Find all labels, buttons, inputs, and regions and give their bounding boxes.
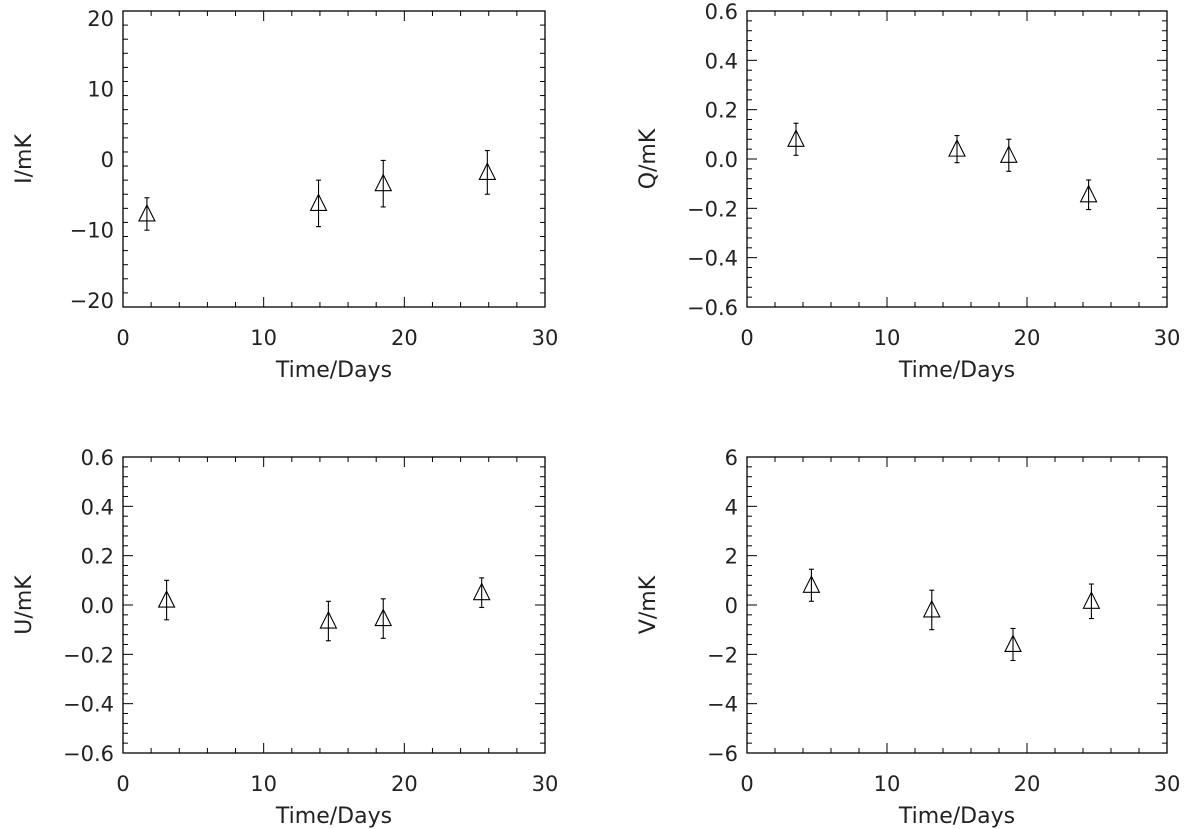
data-point (922, 589, 941, 631)
x-axis-label: Time/Days (898, 358, 1015, 383)
x-tick-label: 30 (532, 326, 559, 350)
y-tick-label: 0.0 (705, 148, 738, 172)
x-axis-label: Time/Days (275, 358, 392, 383)
data-point (948, 135, 966, 164)
y-tick-label: −4 (707, 693, 738, 717)
data-point (999, 138, 1018, 172)
data-point (1079, 179, 1098, 211)
x-tick-label: 10 (874, 772, 901, 796)
x-tick-label: 20 (1014, 326, 1041, 350)
y-tick-label: 6 (725, 446, 738, 470)
x-tick-label: 30 (1154, 326, 1181, 350)
triangle-marker (802, 575, 821, 593)
data-point (319, 600, 338, 642)
x-tick-label: 30 (532, 772, 559, 796)
x-tick-label: 10 (874, 326, 901, 350)
x-tick-label: 30 (1154, 772, 1181, 796)
x-tick-label: 20 (391, 772, 418, 796)
y-tick-label: −0.2 (63, 643, 114, 667)
y-tick-label: 10 (87, 78, 114, 102)
y-tick-label: −10 (70, 218, 114, 242)
data-point (374, 598, 393, 639)
triangle-marker (319, 610, 338, 629)
data-point (478, 149, 497, 195)
x-tick-label: 0 (740, 772, 753, 796)
panel-4: 0 10 20 30 −6 −4 −2 0 2 4 6 Time/Days V/mK (636, 446, 1180, 829)
triangle-marker (309, 193, 328, 211)
x-tick-label: 10 (250, 326, 277, 350)
data-point (1004, 627, 1022, 662)
data-point (138, 197, 156, 231)
y-tick-label: 2 (725, 545, 738, 569)
triangle-marker (374, 173, 393, 192)
x-tick-label: 0 (740, 326, 753, 350)
y-tick-label: −0.6 (63, 742, 114, 766)
y-tick-label: 0.0 (81, 594, 114, 618)
triangle-marker (472, 582, 491, 601)
y-tick-label: −20 (70, 289, 114, 313)
triangle-marker (1079, 184, 1098, 203)
panel-2: 0 10 20 30 −0.6 −0.4 −0.2 0.0 0.2 0.4 0.6 Time/Days… (636, 0, 1180, 383)
y-tick-label: 0.4 (81, 495, 114, 519)
data-point (309, 179, 328, 228)
triangle-marker (999, 145, 1018, 163)
triangle-marker (787, 129, 805, 147)
panel-3: 0 10 20 30 −0.6 −0.4 −0.2 0.0 0.2 0.4 0.6 Time/Days… (12, 446, 558, 829)
y-tick-label: 4 (725, 495, 738, 519)
y-tick-label: 0 (101, 148, 114, 172)
y-tick-label: −0.2 (687, 197, 738, 221)
data-point (802, 568, 821, 602)
triangle-marker (138, 203, 156, 222)
data-point (1082, 583, 1101, 620)
x-tick-label: 0 (116, 326, 129, 350)
y-tick-label: 0.4 (705, 49, 738, 73)
y-tick-label: −0.4 (687, 247, 738, 271)
data-point (787, 122, 805, 156)
y-tick-label: −0.6 (687, 296, 738, 320)
plot-frame (122, 10, 546, 308)
triangle-marker (948, 138, 966, 157)
panel-1: 0 10 20 30 −20 −10 0 10 20 Time/Days I/mK (12, 7, 558, 383)
x-axis-label: Time/Days (275, 804, 392, 829)
y-tick-label: −0.4 (63, 693, 114, 717)
y-axis-label: I/mK (12, 134, 37, 184)
data-point (374, 159, 393, 208)
y-tick-label: 0 (725, 594, 738, 618)
x-tick-label: 20 (391, 326, 418, 350)
plot-frame (746, 456, 1168, 754)
triangle-marker (1082, 591, 1101, 609)
y-axis-label: V/mK (636, 575, 661, 634)
x-tick-label: 20 (1014, 772, 1041, 796)
y-tick-label: −2 (707, 643, 738, 667)
y-tick-label: 0.2 (705, 99, 738, 123)
y-tick-label: 0.6 (705, 0, 738, 24)
y-axis-label: U/mK (12, 575, 37, 635)
y-tick-label: −6 (707, 742, 738, 766)
triangle-marker (478, 162, 497, 180)
y-tick-label: 20 (87, 7, 114, 31)
x-tick-label: 0 (116, 772, 129, 796)
y-axis-label: Q/mK (636, 128, 661, 189)
y-tick-label: 0.6 (81, 446, 114, 470)
x-axis-label: Time/Days (898, 804, 1015, 829)
data-point (472, 577, 491, 609)
triangle-marker (922, 599, 941, 618)
triangle-marker (374, 608, 393, 627)
triangle-marker (1004, 634, 1022, 653)
y-tick-label: 0.2 (81, 545, 114, 569)
triangle-marker (157, 589, 176, 608)
x-tick-label: 10 (250, 772, 277, 796)
data-point (157, 579, 176, 621)
